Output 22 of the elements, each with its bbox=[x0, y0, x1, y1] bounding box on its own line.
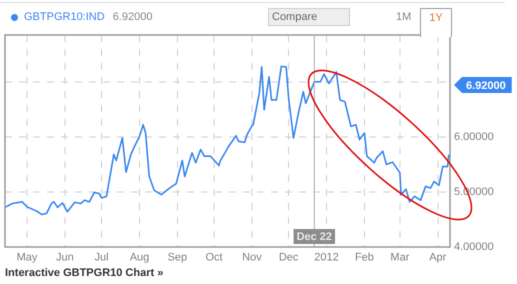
x-tick-label: Nov bbox=[242, 252, 262, 264]
text: 6.92000 bbox=[112, 11, 152, 23]
x-tick-label: May bbox=[16, 252, 38, 264]
y-tick-label: 4.00000 bbox=[454, 241, 494, 254]
y-tick-label: 6.00000 bbox=[454, 130, 494, 143]
x-tick-label: Sep bbox=[168, 252, 188, 264]
x-tick-label: 2012 bbox=[314, 252, 339, 264]
text: Interactive GBTPGR10 Chart » bbox=[5, 267, 164, 279]
x-tick-label: Aug bbox=[130, 252, 150, 264]
ref-line-label: Dec 22 bbox=[296, 231, 332, 244]
text: 6.92000 bbox=[466, 80, 506, 92]
legend-label: GBTPGR10:IND bbox=[24, 11, 105, 23]
x-tick-label: Apr bbox=[429, 252, 447, 264]
x-tick-label: Jul bbox=[94, 252, 109, 264]
text: 1M bbox=[396, 11, 412, 23]
x-tick-label: Oct bbox=[205, 252, 223, 264]
x-tick-label: Jun bbox=[56, 252, 74, 264]
x-tick-label: Dec bbox=[278, 252, 299, 264]
x-tick-label: Feb bbox=[354, 252, 374, 264]
compare-button: Compare bbox=[268, 8, 350, 26]
x-tick-label: Mar bbox=[390, 252, 410, 264]
selected-tab: 1Y bbox=[420, 8, 452, 37]
